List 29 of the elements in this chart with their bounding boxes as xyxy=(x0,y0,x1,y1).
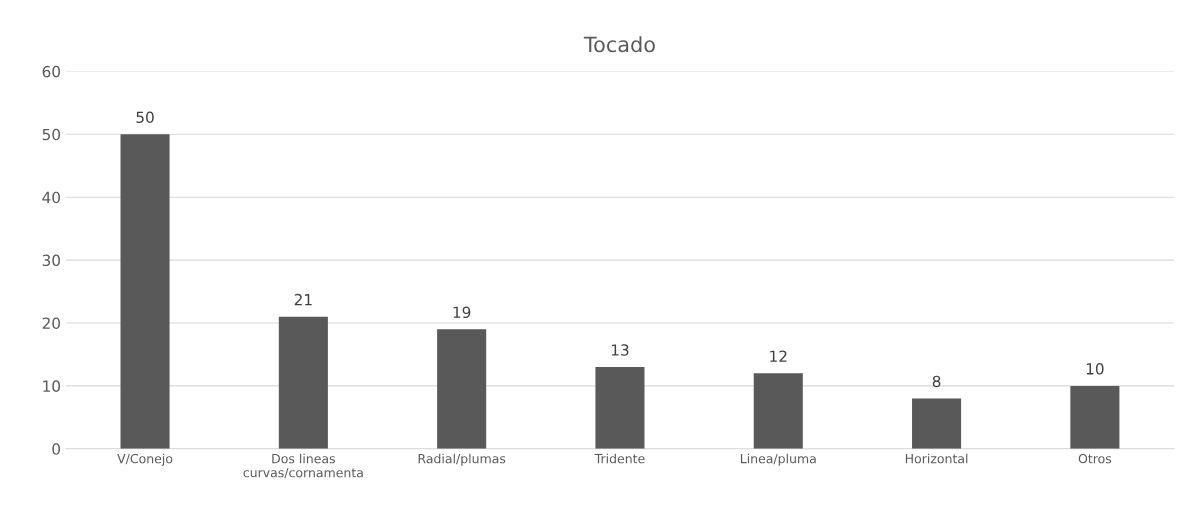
x-tick-label: Horizontal xyxy=(905,453,968,464)
bar xyxy=(437,329,487,449)
bar xyxy=(595,367,645,449)
y-tick-label: 10 xyxy=(43,380,61,392)
data-label: 50 xyxy=(136,111,154,124)
y-tick-label: 30 xyxy=(42,254,61,267)
data-label: 8 xyxy=(932,375,941,388)
x-tick-label: Linea/pluma xyxy=(740,453,816,466)
y-tick-label: 40 xyxy=(42,191,61,204)
y-tick-label: 50 xyxy=(42,128,61,141)
bar xyxy=(278,316,328,449)
x-tick-label: Tridente xyxy=(594,453,645,464)
bar xyxy=(753,373,803,449)
y-tick-label: 20 xyxy=(42,317,61,330)
x-tick-label: Dos lineas curvas/cornamenta xyxy=(243,453,363,479)
bar xyxy=(912,398,962,449)
x-tick-label: Otros xyxy=(1078,453,1112,464)
chart-title: Tocado xyxy=(583,36,655,53)
x-tick-label: Radial/plumas xyxy=(418,453,506,466)
x-tick-label: V/Conejo xyxy=(117,453,173,466)
data-label: 19 xyxy=(453,306,471,318)
y-tick-label: 60 xyxy=(42,65,61,78)
data-label: 10 xyxy=(1086,363,1104,375)
data-label: 21 xyxy=(294,293,312,306)
bar xyxy=(1070,385,1120,449)
bar xyxy=(120,134,170,449)
data-label: 12 xyxy=(770,350,787,362)
data-label: 13 xyxy=(611,344,629,356)
y-tick-label: 0 xyxy=(52,443,61,455)
